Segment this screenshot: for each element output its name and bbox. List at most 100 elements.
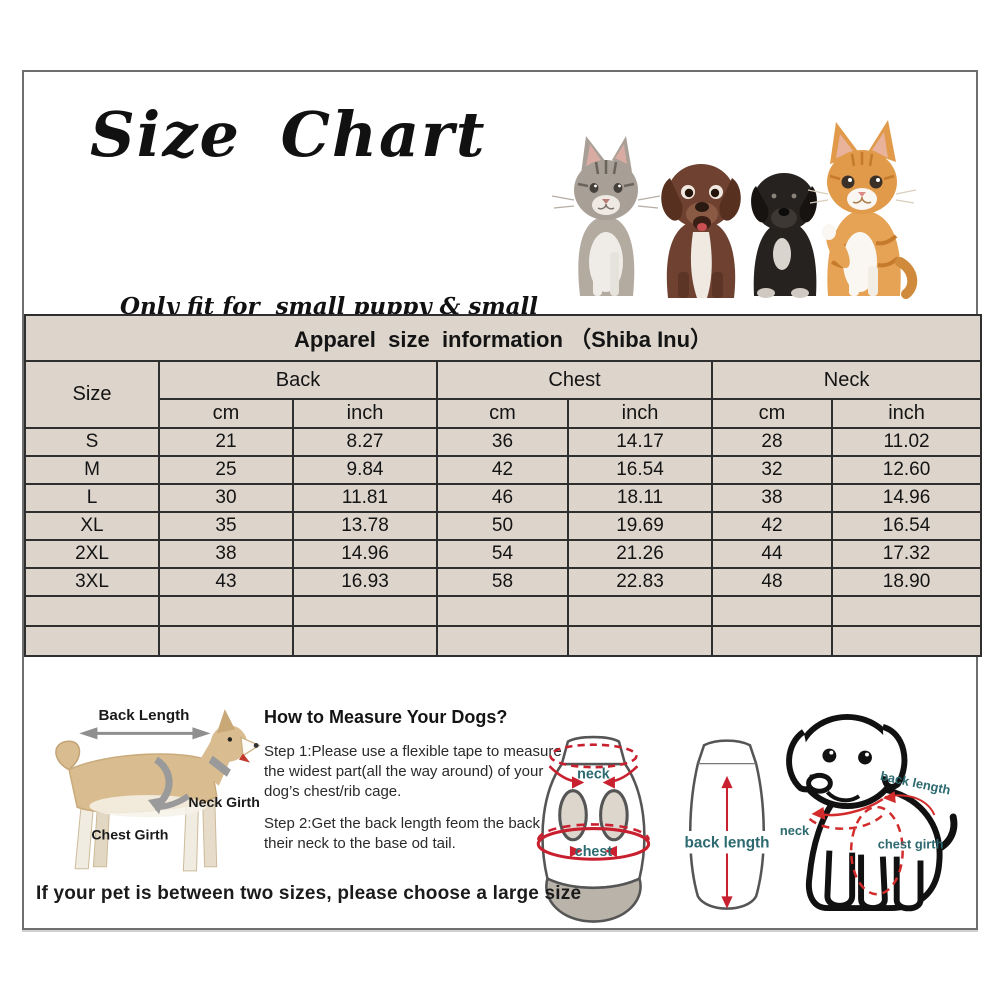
- cell-back-cm: 25: [158, 455, 294, 485]
- puppy-outline-illustration: [786, 713, 958, 912]
- cell-neck-cm: 32: [711, 455, 833, 485]
- unit-chest-inch: inch: [567, 398, 713, 429]
- cell-size: M: [24, 455, 160, 485]
- cell-back-cm: 38: [158, 539, 294, 569]
- table-row-2xl: 2XL 38 14.96 54 21.26 44 17.32: [24, 539, 983, 569]
- cell-neck-cm: 42: [711, 511, 833, 541]
- puppy-measure-diagram: back length neck chest girth: [780, 713, 958, 912]
- cell-neck-cm: 44: [711, 539, 833, 569]
- pets-photo: [551, 120, 918, 299]
- cell-back-inch: 8.27: [292, 427, 438, 457]
- cell-neck-inch: 12.60: [830, 455, 983, 485]
- table-title-text: Apparel size information: [294, 327, 563, 352]
- empty-cell: [158, 625, 294, 657]
- cell-size: L: [24, 483, 160, 513]
- garment-back-diagram: back length: [685, 739, 770, 910]
- table-title-cell: Apparel size information （Shiba Inu）: [23, 314, 983, 362]
- garment-back-length-label: back length: [685, 834, 770, 851]
- cell-size: 3XL: [24, 567, 160, 597]
- empty-cell: [567, 625, 713, 657]
- cell-size: XL: [24, 511, 160, 541]
- cell-size: 2XL: [24, 539, 160, 569]
- size-chart-frame: Size Chart Only fit for small puppy & sm…: [22, 70, 983, 930]
- unit-back-cm: cm: [158, 398, 294, 429]
- col-group-chest: Chest: [436, 360, 713, 400]
- cell-chest-cm: 46: [436, 483, 569, 513]
- unit-back-inch: inch: [292, 398, 438, 429]
- garment-front-diagram: neck chest: [536, 735, 651, 923]
- header-section: Size Chart Only fit for small puppy & sm…: [24, 72, 976, 431]
- puppy-neck-label: neck: [780, 823, 810, 838]
- empty-cell: [158, 595, 294, 627]
- cell-back-inch: 13.78: [292, 511, 438, 541]
- cell-neck-inch: 17.32: [830, 539, 983, 569]
- dog-chest-girth-label: Chest Girth: [91, 826, 168, 842]
- empty-cell: [436, 595, 569, 627]
- black-puppy-illustration: [751, 173, 817, 298]
- empty-cell: [711, 595, 833, 627]
- dog-measure-annotations: Back Length Neck Girth Chest Girth: [79, 707, 260, 842]
- empty-cell: [830, 595, 983, 627]
- empty-cell: [567, 595, 713, 627]
- cell-back-inch: 16.93: [292, 567, 438, 597]
- garment-front-annotations: neck chest: [536, 743, 651, 861]
- cell-chest-cm: 42: [436, 455, 569, 485]
- cell-chest-inch: 22.83: [567, 567, 713, 597]
- cell-chest-cm: 58: [436, 567, 569, 597]
- cell-neck-cm: 38: [711, 483, 833, 513]
- table-row-s: S 21 8.27 36 14.17 28 11.02: [24, 427, 983, 457]
- cell-neck-cm: 28: [711, 427, 833, 457]
- table-title-paren: （Shiba Inu）: [569, 327, 713, 352]
- col-group-neck: Neck: [710, 360, 983, 400]
- dog-back-length-label: Back Length: [98, 707, 189, 724]
- cell-neck-inch: 18.90: [830, 567, 983, 597]
- cell-back-inch: 11.81: [292, 483, 438, 513]
- empty-cell: [24, 625, 160, 657]
- table-title-row: Apparel size information （Shiba Inu）: [23, 314, 983, 362]
- cell-chest-inch: 18.11: [567, 483, 713, 513]
- dog-neck-girth-label: Neck Girth: [188, 794, 260, 810]
- empty-cell: [24, 595, 160, 627]
- cell-chest-cm: 50: [436, 511, 569, 541]
- cell-chest-inch: 21.26: [567, 539, 713, 569]
- measuring-section: Back Length Neck Girth Chest Girth How t…: [24, 699, 976, 928]
- garment-back-annotations: back length: [685, 775, 770, 909]
- cell-back-inch: 14.96: [292, 539, 438, 569]
- cell-chest-inch: 14.17: [567, 427, 713, 457]
- brown-puppy-illustration: [661, 164, 741, 298]
- page-title: Size Chart: [90, 98, 487, 171]
- cell-chest-cm: 36: [436, 427, 569, 457]
- cell-back-cm: 43: [158, 567, 294, 597]
- table-group-header-row: Size Back Chest Neck: [24, 360, 983, 429]
- gray-kitten-illustration: [551, 136, 661, 296]
- table-row-m: M 25 9.84 42 16.54 32 12.60: [24, 455, 983, 485]
- table-empty-row: [24, 625, 983, 657]
- table-row-3xl: 3XL 43 16.93 58 22.83 48 18.90: [24, 567, 983, 597]
- dog-side-illustration: [55, 709, 261, 872]
- unit-neck-cm: cm: [711, 398, 833, 429]
- cell-neck-inch: 14.96: [830, 483, 983, 513]
- unit-neck-inch: inch: [830, 398, 983, 429]
- cell-chest-inch: 19.69: [567, 511, 713, 541]
- unit-chest-cm: cm: [436, 398, 569, 429]
- cell-neck-inch: 16.54: [830, 511, 983, 541]
- cell-back-cm: 30: [158, 483, 294, 513]
- empty-cell: [711, 625, 833, 657]
- puppy-chest-girth-label: chest girth: [878, 837, 944, 852]
- cell-chest-cm: 54: [436, 539, 569, 569]
- cell-back-inch: 9.84: [292, 455, 438, 485]
- garment-chest-label: chest: [575, 844, 613, 860]
- table-empty-row: [24, 595, 983, 627]
- measure-step2: Step 2:Get the back length feom the back…: [264, 815, 557, 853]
- cell-size: S: [24, 427, 160, 457]
- empty-cell: [292, 625, 438, 657]
- empty-cell: [292, 595, 438, 627]
- table-unit-header-row: cm inch cm inch cm inch: [25, 398, 983, 429]
- dog-measure-diagram: Back Length Neck Girth Chest Girth: [55, 707, 261, 872]
- col-header-size: Size: [24, 360, 160, 429]
- cell-back-cm: 35: [158, 511, 294, 541]
- size-note: If your pet is between two sizes, please…: [36, 883, 582, 904]
- empty-cell: [436, 625, 569, 657]
- size-table-section: Apparel size information （Shiba Inu） Siz…: [23, 314, 983, 657]
- cell-neck-cm: 48: [711, 567, 833, 597]
